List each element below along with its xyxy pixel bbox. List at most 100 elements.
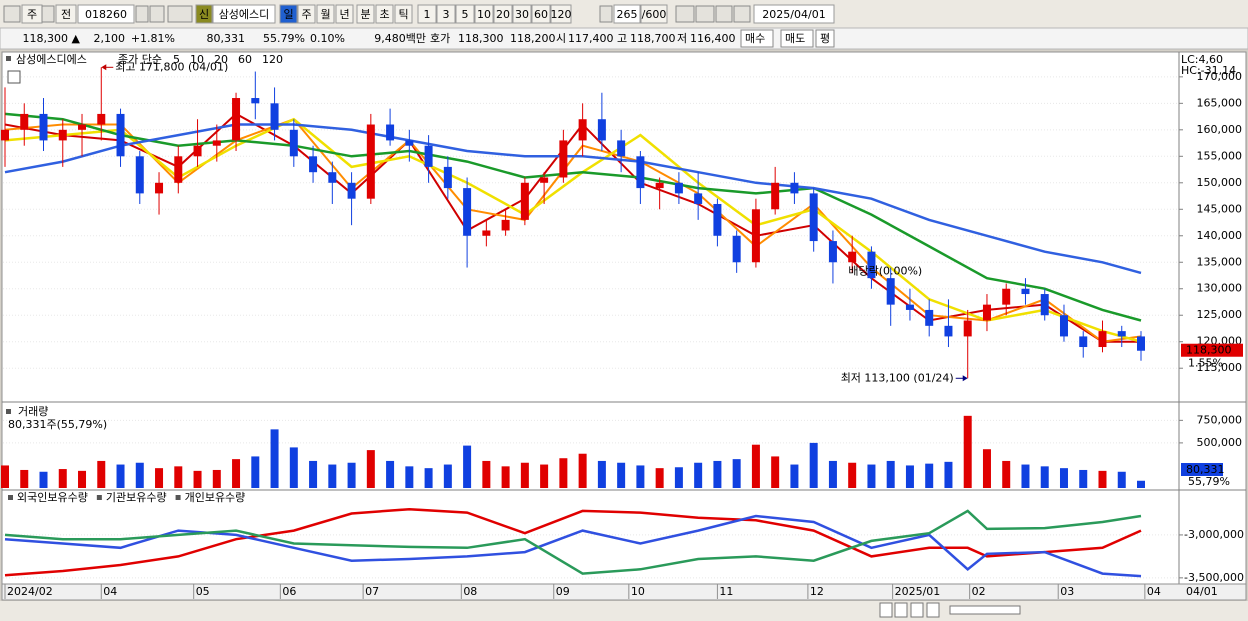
toolbar-icon[interactable] bbox=[167, 5, 193, 23]
candle-body bbox=[886, 278, 895, 305]
toolbar-button[interactable] bbox=[531, 4, 551, 24]
x-tick-label: 04 bbox=[1147, 585, 1161, 598]
info-value[interactable]: 매수 bbox=[745, 32, 765, 45]
toolbar-label[interactable]: 년 bbox=[339, 8, 349, 21]
toolbar-button[interactable] bbox=[195, 4, 213, 24]
toolbar-button[interactable] bbox=[417, 4, 437, 24]
toolbar-button[interactable] bbox=[356, 4, 375, 24]
legend-icon bbox=[96, 495, 102, 500]
toolbar-label[interactable]: 30 bbox=[515, 8, 529, 21]
holding-line bbox=[4, 509, 1142, 575]
toolbar-icon[interactable] bbox=[715, 5, 733, 23]
toolbar-label[interactable]: 일 bbox=[283, 7, 293, 21]
candle-body bbox=[848, 251, 857, 263]
panel-icon[interactable] bbox=[7, 70, 21, 84]
toolbar-icon[interactable] bbox=[135, 5, 149, 23]
candle-body bbox=[501, 219, 510, 231]
toolbar-label[interactable]: 018260 bbox=[85, 8, 127, 21]
legend-icon bbox=[6, 409, 11, 414]
toolbar-label[interactable]: 주 bbox=[301, 8, 311, 21]
volume-bar bbox=[116, 464, 125, 488]
toolbar-icon[interactable] bbox=[149, 5, 165, 23]
toolbar-button[interactable] bbox=[375, 4, 394, 24]
candle-body bbox=[597, 119, 606, 141]
toolbar-label[interactable]: 분 bbox=[360, 8, 370, 21]
last-volume: 80,331 bbox=[1186, 463, 1225, 476]
toolbar-button[interactable] bbox=[316, 4, 335, 24]
candle-body bbox=[828, 241, 837, 263]
volume-bar bbox=[155, 468, 164, 488]
toolbar-button[interactable] bbox=[455, 4, 475, 24]
order-button[interactable] bbox=[780, 29, 814, 48]
toolbar-label[interactable]: 60 bbox=[534, 8, 548, 21]
toolbar-icon[interactable] bbox=[675, 5, 695, 23]
toolbar-label[interactable]: 5 bbox=[462, 8, 469, 21]
toolbar-button[interactable] bbox=[474, 4, 494, 24]
toolbar-button[interactable] bbox=[77, 4, 135, 24]
toolbar-button[interactable] bbox=[436, 4, 456, 24]
nav-buttons[interactable] bbox=[879, 602, 1021, 618]
button[interactable] bbox=[894, 602, 908, 618]
legend-entry: 20 bbox=[214, 53, 228, 66]
toolbar-label[interactable]: 삼성에스디 bbox=[219, 8, 270, 21]
candle-body bbox=[443, 166, 452, 189]
toolbar-button[interactable] bbox=[212, 4, 276, 24]
toolbar-label[interactable]: 120 bbox=[551, 8, 572, 21]
toolbar-label[interactable]: 3 bbox=[443, 8, 450, 21]
candle-body bbox=[771, 182, 780, 210]
toolbar-button[interactable] bbox=[279, 4, 298, 24]
toolbar-icon[interactable] bbox=[3, 5, 21, 23]
zoom-slider[interactable] bbox=[949, 605, 1021, 615]
x-tick-label: 08 bbox=[463, 585, 477, 598]
change-label: 1.55% bbox=[1188, 357, 1223, 370]
toolbar-button[interactable] bbox=[753, 4, 835, 24]
toolbar-label[interactable]: /600 bbox=[642, 8, 667, 21]
toolbar-button[interactable] bbox=[512, 4, 532, 24]
annotation-arrowhead bbox=[101, 64, 107, 71]
toolbar-button[interactable] bbox=[394, 4, 413, 24]
candle-body bbox=[713, 203, 722, 236]
annotation-arrowhead bbox=[962, 375, 968, 382]
toolbar-label[interactable]: 전 bbox=[61, 8, 71, 21]
toolbar-button[interactable] bbox=[335, 4, 354, 24]
toolbar-icon[interactable] bbox=[695, 5, 715, 23]
volume-bar bbox=[386, 460, 395, 488]
toolbar-label[interactable]: 월 bbox=[320, 8, 330, 21]
toolbar-label[interactable]: 10 bbox=[477, 8, 491, 21]
x-tick-label: 07 bbox=[365, 585, 379, 598]
info-value[interactable]: 매도 bbox=[785, 32, 805, 45]
toolbar-icon[interactable] bbox=[733, 5, 751, 23]
toolbar-label[interactable]: 신 bbox=[199, 8, 209, 21]
toolbar-label[interactable]: 주 bbox=[27, 8, 37, 21]
toolbar-button[interactable] bbox=[613, 4, 641, 24]
toolbar-label[interactable]: 초 bbox=[379, 8, 389, 21]
toolbar-label[interactable]: 20 bbox=[496, 8, 510, 21]
x-tick-label: 06 bbox=[282, 585, 296, 598]
button[interactable] bbox=[926, 602, 940, 618]
order-button[interactable] bbox=[740, 29, 774, 48]
toolbar-label[interactable]: 265 bbox=[617, 8, 638, 21]
volume-bar bbox=[1079, 469, 1088, 488]
toolbar-icon[interactable] bbox=[599, 5, 613, 23]
chart-title: 삼성에스디에스 bbox=[16, 53, 87, 66]
toolbar-icon[interactable] bbox=[41, 5, 55, 23]
order-button[interactable] bbox=[815, 29, 835, 48]
toolbar-label[interactable]: 틱 bbox=[398, 8, 408, 21]
legend-entry: 120 bbox=[262, 53, 283, 66]
candle-body bbox=[655, 182, 664, 189]
toolbar-button[interactable] bbox=[550, 4, 572, 24]
info-value[interactable]: 평 bbox=[820, 32, 830, 45]
button[interactable] bbox=[879, 602, 893, 618]
toolbar-button[interactable] bbox=[493, 4, 513, 24]
candle-body bbox=[617, 140, 626, 157]
toolbar-button[interactable] bbox=[297, 4, 316, 24]
y-tick-label: 150,000 bbox=[1197, 176, 1243, 189]
volume-bar bbox=[58, 469, 67, 488]
candle-body bbox=[944, 325, 953, 337]
button[interactable] bbox=[910, 602, 924, 618]
toolbar-button[interactable] bbox=[55, 4, 77, 24]
toolbar-label[interactable]: 1 bbox=[424, 8, 431, 21]
toolbar-label[interactable]: 2025/04/01 bbox=[762, 8, 825, 21]
toolbar-button[interactable] bbox=[640, 4, 668, 24]
